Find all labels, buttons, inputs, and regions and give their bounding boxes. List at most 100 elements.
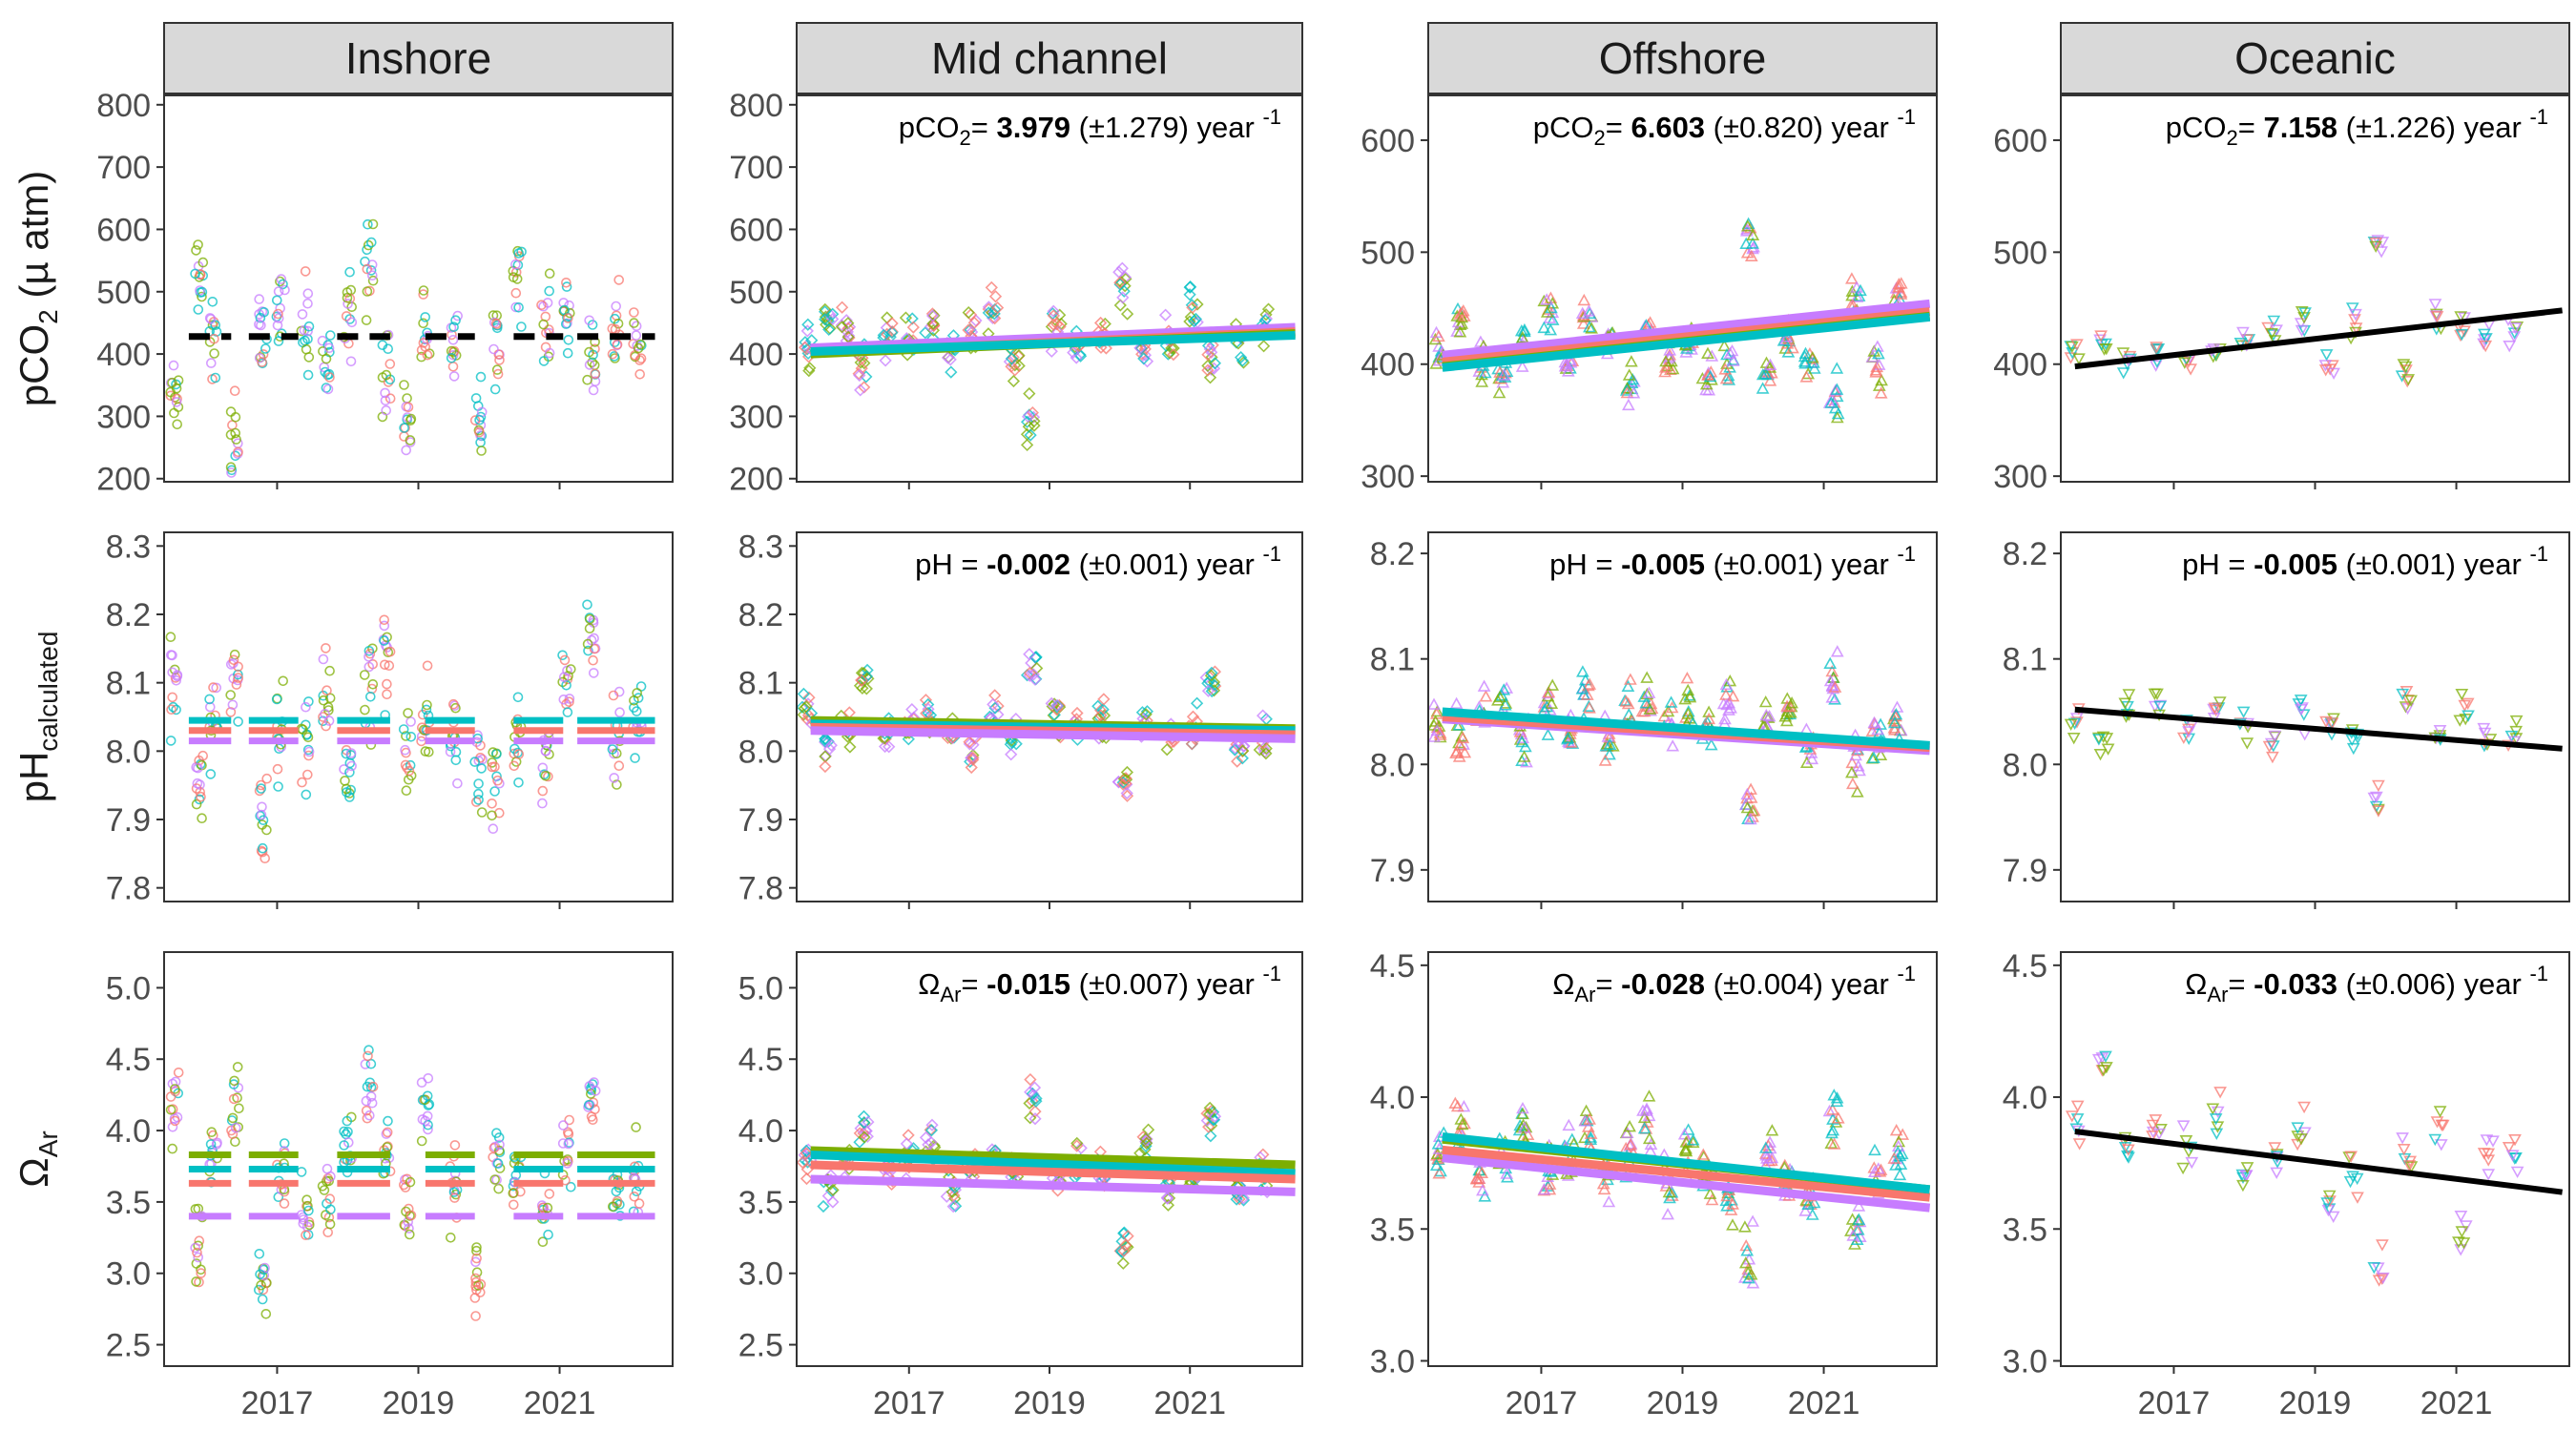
data-point — [1257, 742, 1271, 756]
data-point — [824, 738, 838, 752]
data-point — [367, 1081, 379, 1092]
data-point — [423, 1124, 433, 1135]
data-point — [301, 789, 312, 800]
data-point — [1755, 382, 1770, 394]
data-point — [1619, 695, 1633, 707]
data-point — [1543, 311, 1557, 323]
panel-plot-area — [798, 261, 1296, 452]
data-point — [301, 343, 312, 355]
data-point — [342, 1115, 353, 1127]
data-point — [1666, 362, 1680, 375]
data-point — [1233, 738, 1246, 753]
x-tick-label: 2019 — [1647, 1385, 1719, 1421]
data-point — [1680, 672, 1694, 684]
data-point — [278, 675, 289, 687]
data-point — [1005, 360, 1018, 373]
data-point — [1116, 1256, 1130, 1270]
data-point — [2298, 307, 2312, 320]
data-point — [2064, 718, 2078, 731]
data-point — [2262, 740, 2276, 754]
data-point — [2376, 1239, 2389, 1252]
data-point — [365, 265, 377, 276]
data-point — [2370, 791, 2383, 804]
data-point — [1576, 317, 1590, 329]
data-point — [802, 691, 816, 704]
data-point — [1546, 678, 1560, 691]
data-point — [630, 753, 640, 763]
trend-line — [810, 726, 1296, 743]
data-point — [860, 1124, 873, 1138]
data-point — [1230, 1192, 1243, 1206]
data-point — [924, 1124, 939, 1137]
data-point — [1625, 355, 1638, 367]
data-point — [1867, 716, 1881, 729]
data-point — [473, 795, 484, 805]
data-point — [2503, 340, 2517, 353]
trend-annotation: pH = -0.005 (±0.001) year -1 — [1549, 542, 1916, 581]
data-point — [1581, 1120, 1595, 1132]
facet-strip — [2060, 22, 2570, 94]
data-point — [2295, 1133, 2308, 1146]
data-point — [1228, 743, 1241, 757]
data-point — [472, 730, 483, 741]
data-point — [1048, 697, 1061, 711]
data-point — [362, 244, 372, 256]
data-point — [172, 419, 182, 430]
data-point — [1497, 368, 1511, 381]
data-point — [1537, 1183, 1551, 1195]
panel-background — [164, 952, 673, 1366]
data-point — [2116, 367, 2130, 380]
facet-panel: 300 400 500 600 — [1993, 94, 2570, 495]
data-point — [470, 1311, 481, 1321]
data-point — [1726, 354, 1740, 366]
data-point — [205, 314, 217, 324]
data-point — [1746, 1214, 1759, 1227]
data-point — [170, 1084, 180, 1094]
data-point — [1023, 648, 1036, 661]
data-point — [494, 355, 505, 365]
data-point — [1665, 1189, 1679, 1201]
y-tick-label: 8.1 — [2003, 642, 2047, 678]
data-point — [1867, 751, 1880, 764]
data-point — [279, 1138, 290, 1149]
y-tick-label: 3.5 — [106, 1185, 151, 1221]
data-point — [2436, 1119, 2450, 1132]
data-point — [257, 357, 267, 367]
facet-strip-label: Mid channel — [931, 33, 1168, 83]
data-point — [1637, 1122, 1652, 1134]
data-point — [607, 323, 618, 334]
data-point — [279, 1198, 290, 1209]
data-point — [346, 317, 358, 328]
data-point — [2121, 1144, 2135, 1156]
data-point — [1455, 310, 1469, 323]
y-tick-label: 8.2 — [2003, 536, 2047, 572]
data-point — [802, 363, 816, 378]
data-point — [582, 638, 593, 650]
data-point — [228, 1093, 239, 1105]
data-point — [1845, 272, 1859, 284]
data-point — [858, 356, 871, 370]
x-tick-label: 2019 — [1013, 1385, 1086, 1421]
data-point — [1457, 1100, 1471, 1112]
data-point — [1723, 346, 1737, 360]
data-point — [171, 397, 182, 407]
data-point — [1582, 678, 1595, 692]
data-point — [321, 353, 332, 364]
data-point — [1094, 709, 1108, 722]
data-point — [2146, 1130, 2159, 1143]
facet-panel: 2.5 3.0 3.5 4.0 4.5 5.0 2017 2019 2021 — [738, 951, 1303, 1421]
data-point — [405, 759, 416, 771]
data-point — [1431, 1137, 1445, 1150]
data-point — [564, 1114, 575, 1126]
data-point — [276, 274, 287, 284]
data-point — [2184, 363, 2197, 376]
data-point — [193, 1252, 203, 1263]
data-point — [493, 1145, 505, 1156]
trend-line — [810, 331, 1296, 356]
data-point — [471, 1245, 482, 1256]
data-point — [423, 1100, 434, 1110]
data-point — [227, 1129, 239, 1139]
data-point — [2479, 340, 2493, 353]
data-point — [192, 778, 203, 789]
data-point — [1585, 321, 1598, 334]
